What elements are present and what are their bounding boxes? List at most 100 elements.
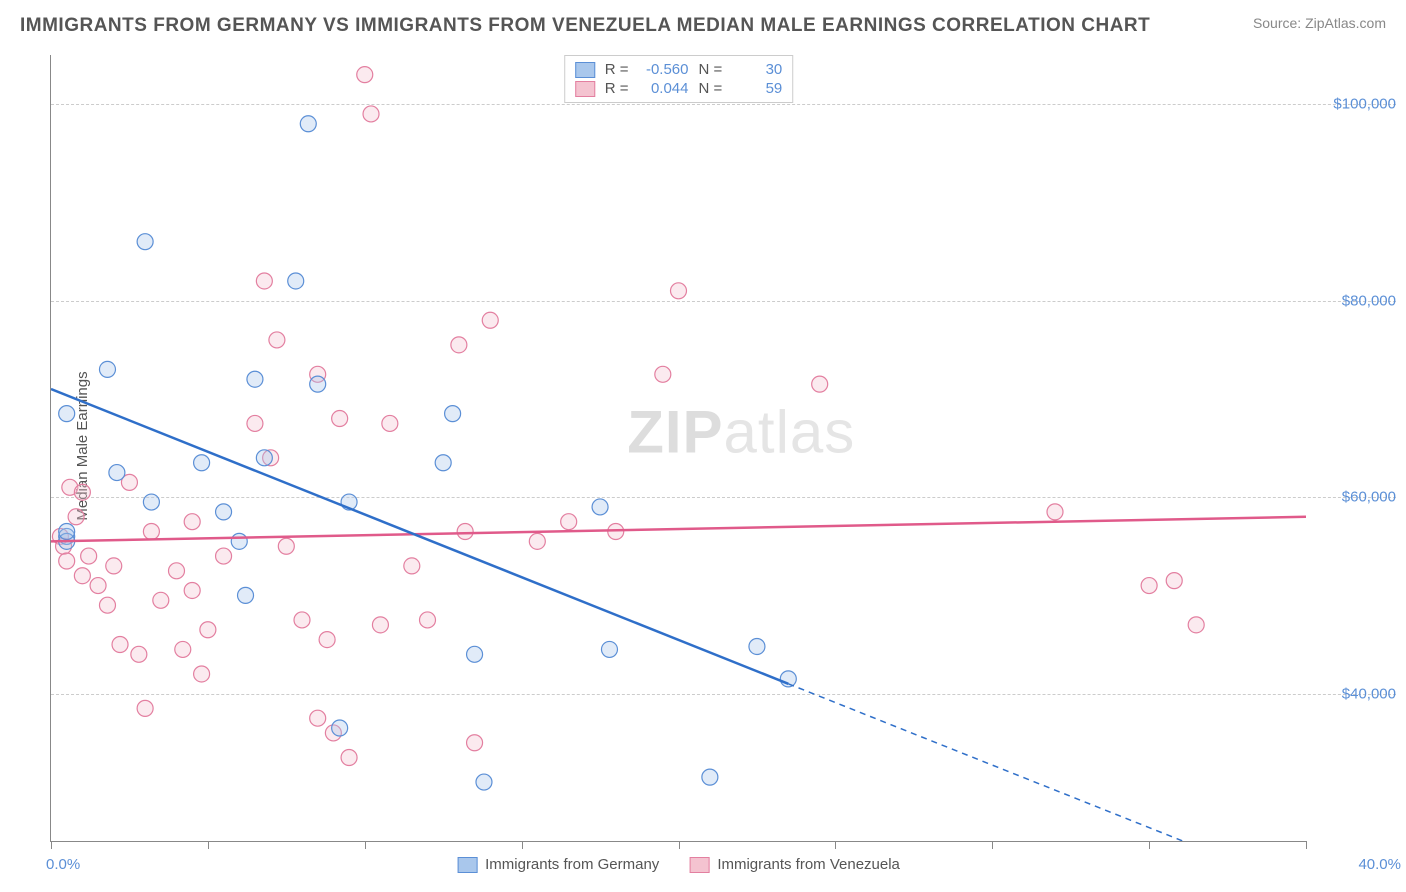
data-point [749,638,765,654]
scatter-svg [51,55,1306,841]
x-axis-max-label: 40.0% [1358,856,1401,873]
data-point [74,484,90,500]
x-tick [679,841,680,849]
data-point [109,465,125,481]
stats-legend-row-venezuela: R = 0.044 N = 59 [575,79,783,98]
data-point [300,116,316,132]
data-point [131,646,147,662]
source-link[interactable]: ZipAtlas.com [1305,15,1386,31]
data-point [457,524,473,540]
data-point [482,312,498,328]
data-point [310,376,326,392]
data-point [194,666,210,682]
data-point [288,273,304,289]
data-point [143,524,159,540]
legend-label-venezuela: Immigrants from Venezuela [717,856,900,873]
data-point [231,533,247,549]
y-tick-label: $100,000 [1316,96,1396,113]
data-point [702,769,718,785]
data-point [404,558,420,574]
stats-legend: R = -0.560 N = 30 R = 0.044 N = 59 [564,55,794,103]
data-point [99,597,115,613]
data-point [382,415,398,431]
source-attribution: Source: ZipAtlas.com [1253,15,1386,31]
data-point [90,578,106,594]
trend-line-extrapolated [788,684,1306,841]
data-point [216,504,232,520]
x-tick [208,841,209,849]
data-point [137,234,153,250]
data-point [435,455,451,471]
data-point [561,514,577,530]
legend-item-germany: Immigrants from Germany [457,856,659,873]
x-tick [522,841,523,849]
r-label: R = [605,80,629,97]
y-tick-label: $60,000 [1316,489,1396,506]
swatch-venezuela-icon [575,81,595,97]
y-tick-label: $40,000 [1316,685,1396,702]
data-point [68,509,84,525]
data-point [363,106,379,122]
swatch-venezuela-icon [689,857,709,873]
data-point [451,337,467,353]
data-point [1188,617,1204,633]
data-point [143,494,159,510]
data-point [467,735,483,751]
data-point [357,67,373,83]
data-point [1166,573,1182,589]
data-point [112,637,128,653]
x-tick [835,841,836,849]
data-point [1141,578,1157,594]
x-tick [365,841,366,849]
chart-plot-area: ZIPatlas R = -0.560 N = 30 R = 0.044 N =… [50,55,1306,842]
n-value-germany: 30 [732,61,782,78]
data-point [194,455,210,471]
n-value-venezuela: 59 [732,80,782,97]
x-tick [1149,841,1150,849]
n-label: N = [699,61,723,78]
data-point [601,641,617,657]
swatch-germany-icon [575,62,595,78]
data-point [247,371,263,387]
data-point [184,514,200,530]
data-point [99,361,115,377]
data-point [332,411,348,427]
data-point [467,646,483,662]
legend-label-germany: Immigrants from Germany [485,856,659,873]
data-point [74,568,90,584]
data-point [655,366,671,382]
data-point [372,617,388,633]
data-point [269,332,285,348]
data-point [59,524,75,540]
data-point [476,774,492,790]
data-point [1047,504,1063,520]
data-point [529,533,545,549]
stats-legend-row-germany: R = -0.560 N = 30 [575,60,783,79]
data-point [200,622,216,638]
x-tick [1306,841,1307,849]
x-tick [992,841,993,849]
n-label: N = [699,80,723,97]
data-point [278,538,294,554]
data-point [137,700,153,716]
data-point [153,592,169,608]
data-point [59,406,75,422]
data-point [319,632,335,648]
data-point [175,641,191,657]
data-point [59,553,75,569]
data-point [216,548,232,564]
data-point [310,710,326,726]
data-point [332,720,348,736]
chart-title: IMMIGRANTS FROM GERMANY VS IMMIGRANTS FR… [20,15,1150,37]
source-prefix: Source: [1253,15,1305,31]
data-point [671,283,687,299]
r-label: R = [605,61,629,78]
trend-line [51,517,1306,542]
trend-line [51,389,788,684]
data-point [445,406,461,422]
data-point [420,612,436,628]
data-point [238,587,254,603]
series-legend: Immigrants from Germany Immigrants from … [457,856,900,873]
x-tick [51,841,52,849]
y-tick-label: $80,000 [1316,292,1396,309]
